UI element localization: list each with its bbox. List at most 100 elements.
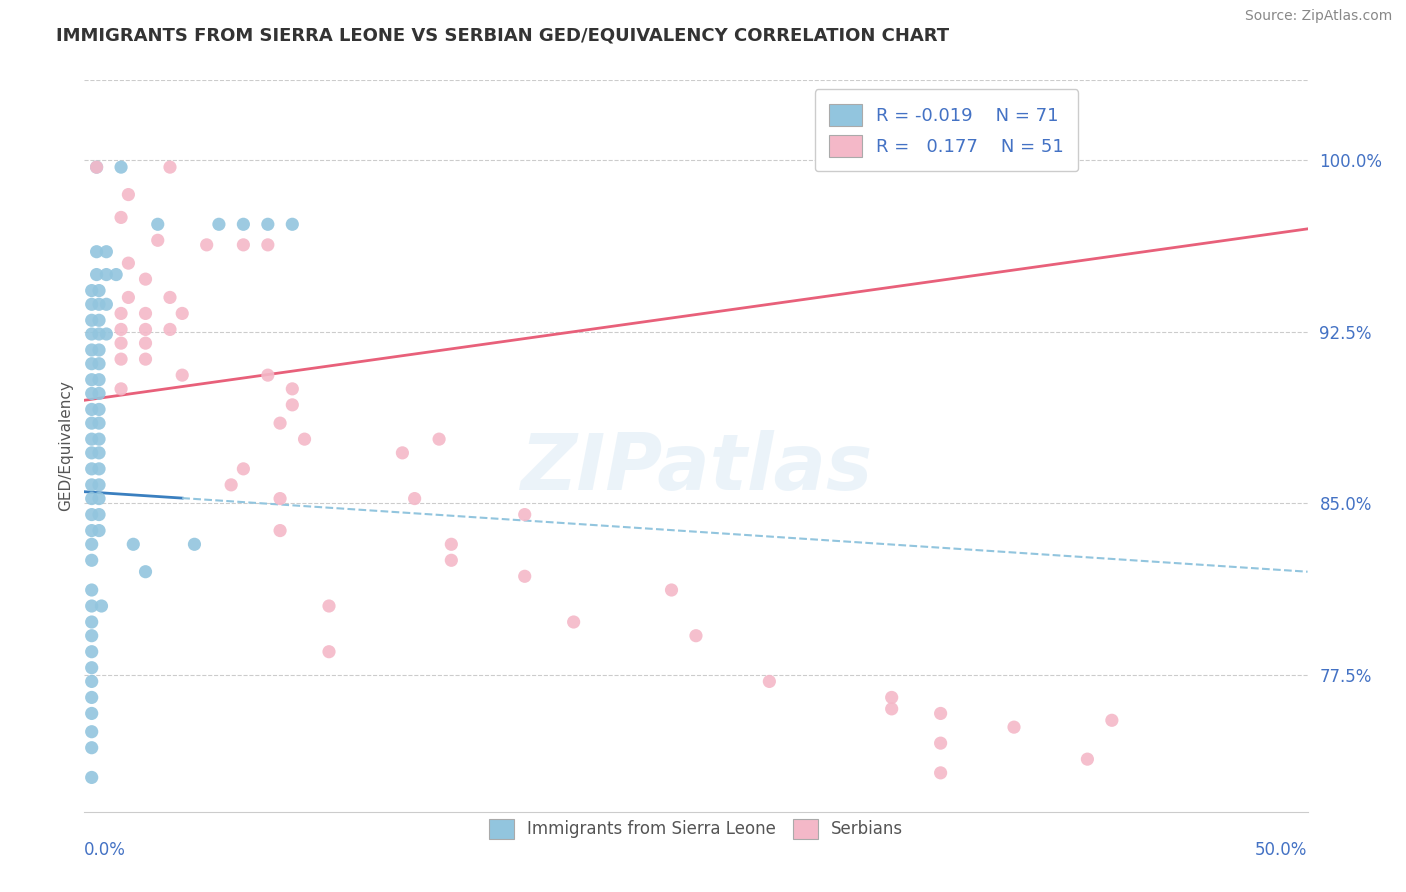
Point [110, 160, 132, 174]
Point [87, 326, 110, 341]
Point [146, 233, 169, 247]
Point [513, 508, 536, 522]
Point [110, 352, 132, 367]
Point [513, 569, 536, 583]
Point [135, 306, 157, 320]
Point [110, 306, 132, 320]
Text: ZIPatlas: ZIPatlas [520, 430, 872, 506]
Point [391, 446, 413, 460]
Point [661, 582, 683, 597]
Point [80, 326, 103, 341]
Point [87, 491, 110, 506]
Point [135, 565, 157, 579]
Point [257, 238, 280, 252]
Point [80, 357, 103, 371]
Point [159, 290, 181, 304]
Point [135, 352, 157, 367]
Point [80, 343, 103, 357]
Point [404, 491, 426, 506]
Point [80, 690, 103, 705]
Point [219, 478, 242, 492]
Point [159, 160, 181, 174]
Legend: Immigrants from Sierra Leone, Serbians: Immigrants from Sierra Leone, Serbians [481, 810, 911, 847]
Point [80, 313, 103, 327]
Point [257, 368, 280, 383]
Point [427, 432, 450, 446]
Point [87, 432, 110, 446]
Point [80, 674, 103, 689]
Point [269, 416, 291, 430]
Point [86, 244, 108, 259]
Y-axis label: GED/Equivalency: GED/Equivalency [58, 381, 73, 511]
Point [80, 706, 103, 721]
Point [80, 402, 103, 417]
Point [87, 284, 110, 298]
Point [208, 217, 231, 231]
Point [929, 765, 952, 780]
Point [269, 524, 291, 538]
Point [80, 373, 103, 387]
Point [80, 771, 103, 785]
Point [87, 357, 110, 371]
Point [105, 268, 128, 282]
Text: IMMIGRANTS FROM SIERRA LEONE VS SERBIAN GED/EQUIVALENCY CORRELATION CHART: IMMIGRANTS FROM SIERRA LEONE VS SERBIAN … [56, 27, 949, 45]
Point [1002, 720, 1025, 734]
Point [880, 690, 903, 705]
Text: Source: ZipAtlas.com: Source: ZipAtlas.com [1244, 9, 1392, 23]
Point [318, 645, 340, 659]
Point [117, 256, 139, 270]
Point [110, 211, 132, 225]
Point [87, 478, 110, 492]
Point [146, 217, 169, 231]
Point [80, 432, 103, 446]
Point [80, 599, 103, 613]
Point [110, 382, 132, 396]
Point [758, 674, 780, 689]
Point [80, 491, 103, 506]
Point [96, 326, 118, 341]
Point [87, 462, 110, 476]
Point [294, 432, 316, 446]
Point [80, 284, 103, 298]
Point [232, 238, 254, 252]
Point [562, 615, 585, 629]
Point [87, 297, 110, 311]
Point [135, 272, 157, 286]
Point [80, 478, 103, 492]
Point [172, 368, 194, 383]
Point [172, 306, 194, 320]
Point [80, 386, 103, 401]
Point [80, 508, 103, 522]
Point [281, 398, 304, 412]
Point [440, 537, 463, 551]
Point [80, 724, 103, 739]
Point [87, 343, 110, 357]
Point [80, 297, 103, 311]
Point [80, 582, 103, 597]
Point [86, 268, 108, 282]
Point [80, 629, 103, 643]
Text: 0.0%: 0.0% [84, 841, 127, 859]
Point [281, 217, 304, 231]
Point [96, 244, 118, 259]
Point [80, 462, 103, 476]
Point [87, 524, 110, 538]
Point [87, 313, 110, 327]
Point [117, 187, 139, 202]
Point [80, 740, 103, 755]
Point [929, 706, 952, 721]
Point [880, 702, 903, 716]
Point [80, 416, 103, 430]
Point [440, 553, 463, 567]
Point [318, 599, 340, 613]
Point [87, 446, 110, 460]
Point [80, 661, 103, 675]
Point [269, 491, 291, 506]
Text: 50.0%: 50.0% [1256, 841, 1308, 859]
Point [80, 645, 103, 659]
Point [87, 402, 110, 417]
Point [80, 615, 103, 629]
Point [1101, 714, 1123, 728]
Point [232, 462, 254, 476]
Point [183, 537, 205, 551]
